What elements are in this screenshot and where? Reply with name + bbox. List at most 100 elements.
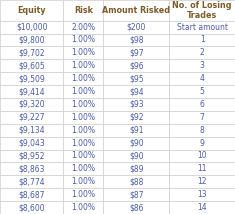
Text: $96: $96 (129, 61, 144, 70)
Bar (103, 59, 169, 72)
Bar (63, 85, 103, 98)
Bar (103, 137, 169, 150)
Bar (103, 0, 169, 21)
Bar (63, 150, 103, 162)
Text: No. of Losing
Trades: No. of Losing Trades (172, 1, 232, 20)
Text: $90: $90 (129, 139, 144, 148)
Text: $8,774: $8,774 (18, 177, 45, 186)
Text: 1.00%: 1.00% (71, 74, 95, 83)
Text: $92: $92 (129, 113, 144, 122)
Bar (63, 201, 103, 214)
Text: 10: 10 (197, 152, 207, 160)
Bar (63, 175, 103, 188)
Text: 1.00%: 1.00% (71, 164, 95, 173)
Text: $9,320: $9,320 (18, 100, 45, 109)
Bar (169, 85, 235, 98)
Text: $8,687: $8,687 (19, 190, 45, 199)
Bar (0, 201, 63, 214)
Bar (0, 34, 63, 46)
Bar (63, 137, 103, 150)
Text: $87: $87 (129, 190, 144, 199)
Text: $9,134: $9,134 (18, 126, 45, 135)
Text: 1.00%: 1.00% (71, 139, 95, 148)
Text: $9,605: $9,605 (18, 61, 45, 70)
Bar (63, 124, 103, 137)
Text: $9,227: $9,227 (19, 113, 45, 122)
Text: Start amount: Start amount (176, 22, 228, 32)
Text: $200: $200 (127, 22, 146, 32)
Bar (63, 98, 103, 111)
Bar (0, 124, 63, 137)
Text: 11: 11 (197, 164, 207, 173)
Text: $9,414: $9,414 (18, 87, 45, 96)
Text: 1.00%: 1.00% (71, 87, 95, 96)
Bar (169, 201, 235, 214)
Bar (169, 162, 235, 175)
Bar (169, 0, 235, 21)
Text: 1.00%: 1.00% (71, 61, 95, 70)
Bar (63, 46, 103, 59)
Text: $98: $98 (129, 36, 144, 45)
Bar (169, 46, 235, 59)
Text: $9,702: $9,702 (18, 48, 45, 57)
Text: $86: $86 (129, 203, 144, 212)
Bar (0, 21, 63, 34)
Text: $88: $88 (129, 177, 144, 186)
Bar (103, 188, 169, 201)
Bar (169, 34, 235, 46)
Text: $89: $89 (129, 164, 144, 173)
Bar (63, 72, 103, 85)
Text: $91: $91 (129, 126, 144, 135)
Bar (0, 175, 63, 188)
Text: $9,043: $9,043 (18, 139, 45, 148)
Bar (103, 85, 169, 98)
Bar (63, 188, 103, 201)
Bar (63, 34, 103, 46)
Text: 3: 3 (200, 61, 204, 70)
Bar (103, 124, 169, 137)
Bar (103, 21, 169, 34)
Bar (0, 59, 63, 72)
Text: 5: 5 (200, 87, 204, 96)
Text: 1.00%: 1.00% (71, 113, 95, 122)
Text: 8: 8 (200, 126, 204, 135)
Bar (0, 72, 63, 85)
Text: $8,863: $8,863 (19, 164, 45, 173)
Text: 1.00%: 1.00% (71, 48, 95, 57)
Text: 1.00%: 1.00% (71, 152, 95, 160)
Text: 1.00%: 1.00% (71, 36, 95, 45)
Bar (63, 0, 103, 21)
Text: $95: $95 (129, 74, 144, 83)
Text: 12: 12 (197, 177, 207, 186)
Text: 6: 6 (200, 100, 204, 109)
Bar (63, 59, 103, 72)
Bar (169, 188, 235, 201)
Bar (103, 201, 169, 214)
Text: $97: $97 (129, 48, 144, 57)
Text: 7: 7 (200, 113, 204, 122)
Bar (103, 150, 169, 162)
Bar (0, 111, 63, 124)
Bar (169, 72, 235, 85)
Bar (0, 0, 63, 21)
Bar (169, 21, 235, 34)
Bar (169, 137, 235, 150)
Text: 1.00%: 1.00% (71, 100, 95, 109)
Bar (169, 124, 235, 137)
Bar (169, 59, 235, 72)
Bar (103, 111, 169, 124)
Text: 1.00%: 1.00% (71, 126, 95, 135)
Bar (0, 188, 63, 201)
Bar (103, 46, 169, 59)
Bar (103, 175, 169, 188)
Text: $8,600: $8,600 (18, 203, 45, 212)
Text: 1.00%: 1.00% (71, 190, 95, 199)
Text: $8,952: $8,952 (19, 152, 45, 160)
Bar (103, 98, 169, 111)
Text: $90: $90 (129, 152, 144, 160)
Bar (0, 162, 63, 175)
Bar (103, 34, 169, 46)
Text: 2.00%: 2.00% (71, 22, 95, 32)
Text: 9: 9 (200, 139, 204, 148)
Text: 1.00%: 1.00% (71, 177, 95, 186)
